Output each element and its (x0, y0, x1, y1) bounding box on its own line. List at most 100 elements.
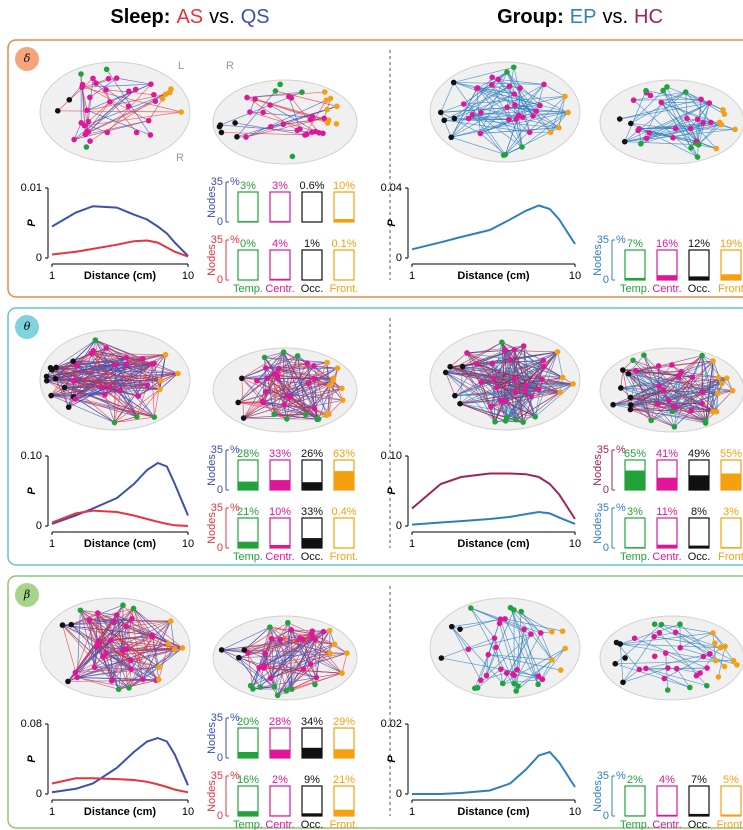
node (678, 369, 684, 375)
node (281, 402, 287, 408)
brain-side-label: L (178, 60, 184, 72)
node (556, 125, 562, 131)
y-axis-label: Nodes (206, 780, 218, 812)
node (73, 670, 79, 676)
node (44, 378, 50, 384)
node (124, 624, 130, 630)
node (707, 100, 713, 106)
curve (52, 241, 188, 257)
node (111, 620, 117, 626)
node (703, 418, 709, 424)
node (628, 121, 634, 127)
node (60, 622, 66, 628)
node (490, 361, 496, 367)
header: Sleep:ASvs.QS (110, 6, 269, 28)
header-part: vs. (602, 6, 628, 28)
region-fill (721, 474, 741, 491)
value-label: 9% (304, 774, 320, 786)
node (288, 627, 294, 633)
node (506, 117, 512, 123)
header-part: vs. (209, 6, 235, 28)
node (732, 127, 738, 133)
node (114, 75, 120, 81)
node (570, 381, 576, 387)
node (449, 624, 455, 630)
node (269, 636, 275, 642)
node (652, 621, 658, 627)
node (673, 630, 679, 636)
node (713, 658, 719, 664)
region-fill (625, 471, 645, 491)
node (503, 418, 509, 424)
node (687, 685, 693, 691)
node (512, 347, 518, 353)
node (151, 361, 157, 367)
node (219, 647, 225, 653)
y-tick-label: 0.10 (21, 450, 42, 462)
brain-network (213, 348, 357, 432)
region-fill (689, 814, 709, 816)
region-box (302, 250, 322, 280)
region-fill (657, 275, 677, 280)
node (129, 616, 135, 622)
region-fill (302, 813, 322, 816)
node (717, 645, 723, 651)
node (102, 392, 108, 398)
node (492, 419, 498, 425)
node (135, 393, 141, 399)
node (647, 130, 653, 136)
node (285, 620, 291, 626)
value-label: 16% (656, 238, 678, 250)
region-fill (657, 815, 677, 816)
node (284, 688, 290, 694)
node (219, 130, 225, 136)
node (503, 348, 509, 354)
node (704, 683, 710, 689)
node (443, 370, 449, 376)
node (548, 129, 554, 135)
node (49, 367, 55, 373)
region-box (721, 786, 741, 816)
node (71, 137, 77, 143)
node (688, 126, 694, 132)
value-label: 7% (627, 238, 643, 250)
node (140, 677, 146, 683)
node (708, 120, 714, 126)
node (632, 635, 638, 641)
node (533, 108, 539, 114)
region-fill (302, 748, 322, 758)
node (259, 398, 265, 404)
y-axis-label: Nodes (592, 512, 604, 544)
region-fill (689, 475, 709, 490)
header-part: HC (634, 6, 663, 28)
node (633, 368, 639, 374)
node (555, 349, 561, 355)
value-label: 3% (627, 506, 643, 518)
category-label: Occ. (301, 283, 324, 295)
node (558, 667, 564, 673)
node (724, 375, 730, 381)
node (704, 665, 710, 671)
node (508, 357, 514, 363)
node (295, 353, 301, 359)
brain-network (40, 62, 190, 162)
category-label: Temp. (620, 819, 650, 830)
node (562, 646, 568, 652)
node (511, 91, 517, 97)
node (84, 144, 90, 150)
node (108, 638, 114, 644)
value-label: 26% (301, 448, 323, 460)
node (156, 664, 162, 670)
region-fill (721, 547, 741, 548)
y-axis-label: Nodes (206, 186, 218, 218)
node (478, 379, 484, 385)
node (78, 607, 84, 613)
node (710, 358, 716, 364)
curve (412, 512, 575, 525)
node (308, 661, 314, 667)
node (104, 66, 110, 72)
node (65, 679, 71, 685)
region-box (689, 518, 709, 548)
brain-network (40, 598, 190, 698)
node (673, 126, 679, 132)
